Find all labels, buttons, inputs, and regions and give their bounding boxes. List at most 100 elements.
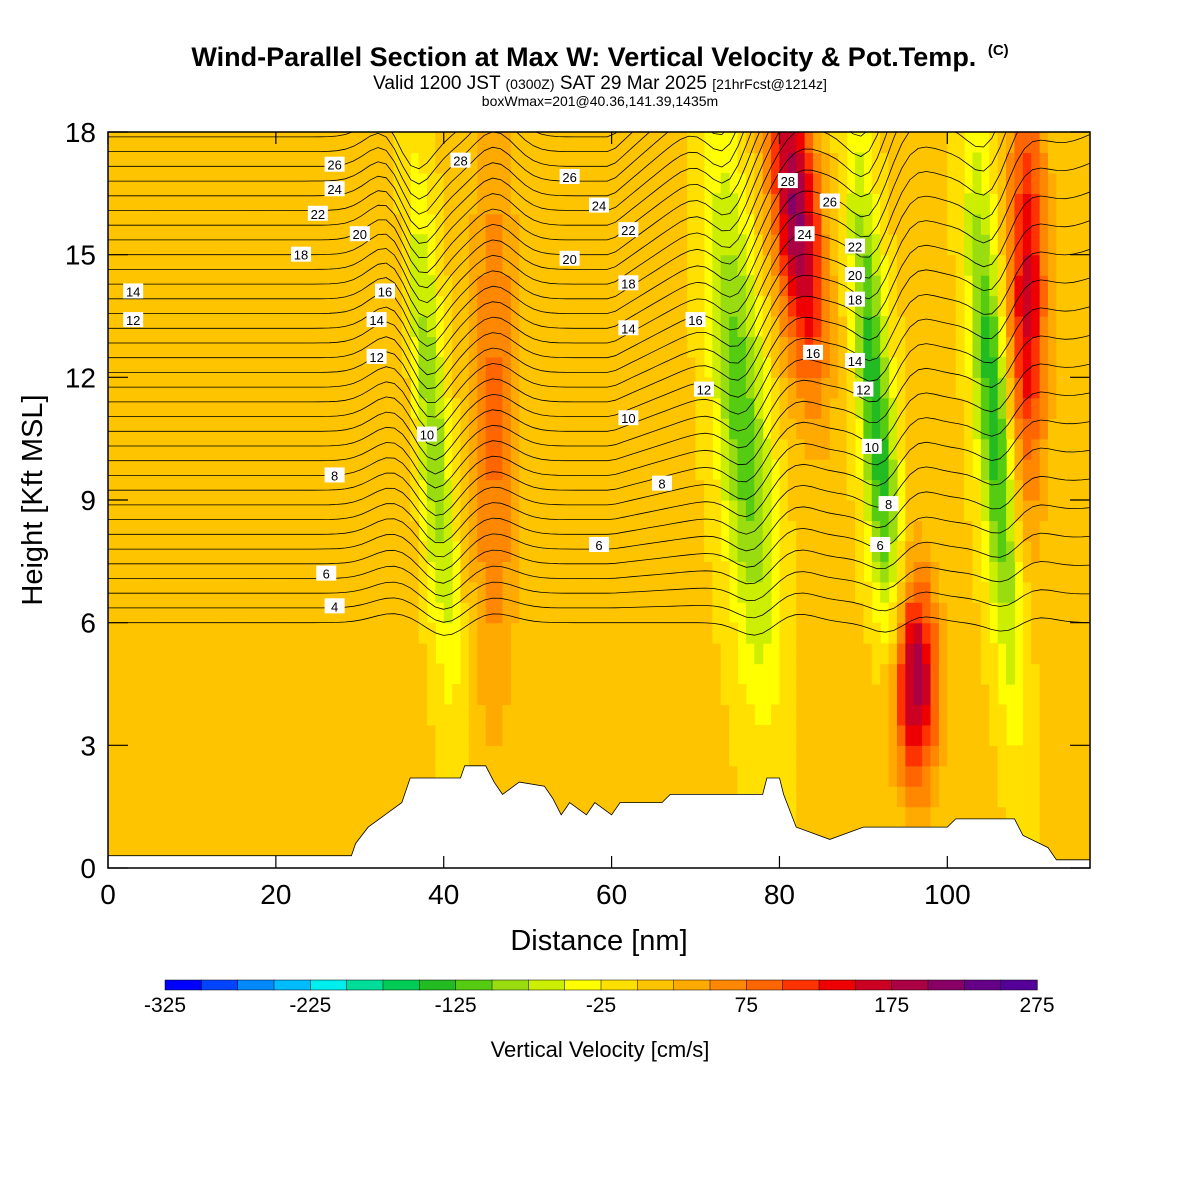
field-cell [645,377,655,399]
field-cell [468,643,478,665]
field-cell [729,520,739,542]
field-cell [720,295,730,317]
field-cell [351,377,361,399]
field-cell [242,602,252,624]
field-cell [720,377,730,399]
field-cell [980,295,990,317]
field-cell [678,397,688,419]
field-cell [443,172,453,194]
field-cell [964,786,974,808]
field-cell [703,704,713,726]
field-cell [510,520,520,542]
field-cell [326,745,336,767]
field-cell [1081,132,1090,154]
field-cell [670,602,680,624]
field-cell [1006,765,1016,787]
field-cell [586,132,596,154]
field-cell [636,561,646,583]
field-cell [578,500,588,522]
field-cell [938,356,948,378]
field-cell [1048,806,1058,828]
field-cell [477,213,487,235]
field-cell [435,397,445,419]
field-cell [208,132,218,154]
field-cell [1081,397,1090,419]
y-tick-label: 9 [80,485,96,516]
field-cell [1073,500,1083,522]
field-cell [661,438,671,460]
field-cell [485,172,495,194]
field-cell [1039,786,1049,808]
field-cell [166,663,176,685]
field-cell [611,520,621,542]
field-cell [737,520,747,542]
field-cell [410,500,420,522]
field-cell [947,643,957,665]
field-cell [1031,663,1041,685]
field-cell [989,500,999,522]
field-cell [1022,765,1032,787]
contour-label-text: 24 [592,199,606,214]
field-cell [619,479,629,501]
field-cell [796,418,806,440]
field-cell [896,438,906,460]
field-cell [426,684,436,706]
field-cell [158,459,168,481]
field-cell [838,561,848,583]
field-cell [989,172,999,194]
field-cell [158,786,168,808]
field-cell [813,561,823,583]
field-cell [368,684,378,706]
field-cell [267,786,277,808]
field-cell [645,561,655,583]
field-cell [854,602,864,624]
field-cell [687,438,697,460]
field-cell [259,520,269,542]
field-cell [1006,152,1016,174]
field-cell [175,786,185,808]
field-cell [267,765,277,787]
field-cell [149,418,159,440]
field-cell [233,438,243,460]
field-cell [678,479,688,501]
field-cell [737,704,747,726]
theta-contour-line [108,134,1090,403]
x-tick-label: 0 [100,879,116,910]
field-cell [628,193,638,215]
field-cell [913,132,923,154]
field-cell [569,581,579,603]
field-cell [1081,377,1090,399]
colorbar-swatch [782,979,820,991]
field-cell [259,622,269,644]
field-cell [133,520,143,542]
field-cell [561,684,571,706]
field-cell [603,561,613,583]
field-cell [183,275,193,297]
field-cell [871,172,881,194]
field-cell [284,561,294,583]
field-cell [443,295,453,317]
field-cell [410,745,420,767]
field-cell [938,295,948,317]
field-cell [720,561,730,583]
field-cell [846,622,856,644]
field-cell [149,540,159,562]
field-cell [1031,152,1041,174]
field-cell [880,765,890,787]
field-cell [494,172,504,194]
field-cell [846,806,856,828]
theta-contour-label: 24 [324,181,345,197]
field-cell [376,684,386,706]
field-cell [1039,234,1049,256]
field-cell [485,254,495,276]
field-cell [678,152,688,174]
field-cell [787,254,797,276]
field-cell [418,622,428,644]
field-cell [426,724,436,746]
field-cell [426,295,436,317]
field-cell [191,336,201,358]
field-cell [275,316,285,338]
field-cell [351,643,361,665]
field-cell [779,295,789,317]
field-cell [854,172,864,194]
